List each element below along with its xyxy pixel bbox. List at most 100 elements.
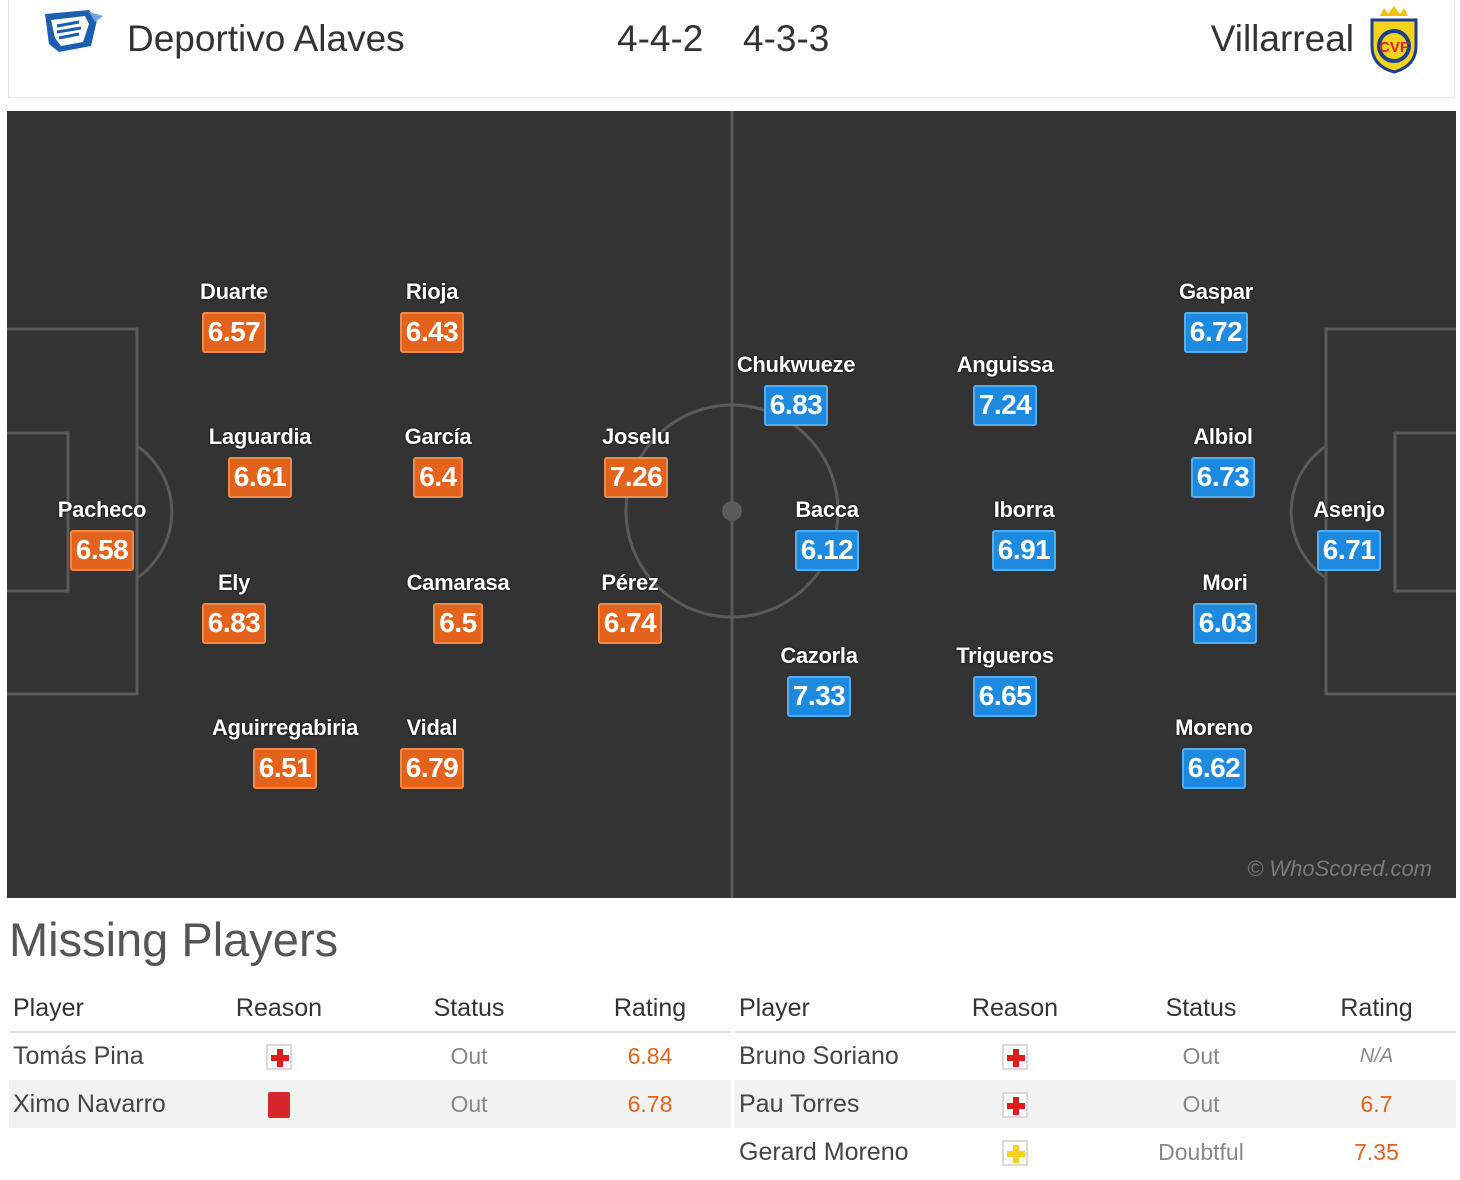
player-away-mori[interactable]: Mori 6.03 bbox=[1135, 570, 1315, 644]
table-row: Pau Torres Out 6.7 bbox=[735, 1080, 1456, 1128]
player-home-camarasa[interactable]: Camarasa 6.5 bbox=[368, 570, 548, 644]
status-cell: Out bbox=[1105, 1080, 1297, 1128]
player-rating: 6.71 bbox=[1316, 530, 1382, 571]
player-name: Aguirregabiria bbox=[211, 715, 359, 740]
player-name: Cazorla bbox=[780, 643, 858, 668]
player-link[interactable]: Tomás Pina bbox=[13, 1042, 144, 1070]
player-home-joselu[interactable]: Joselu 7.26 bbox=[546, 424, 726, 498]
status-cell: Out bbox=[450, 1043, 488, 1069]
player-away-iborra[interactable]: Iborra 6.91 bbox=[934, 497, 1114, 571]
player-rating: 6.03 bbox=[1192, 603, 1258, 644]
player-rating: 6.57 bbox=[201, 312, 267, 353]
player-name: Mori bbox=[1202, 570, 1248, 595]
table-row: Tomás Pina Out 6.84 bbox=[9, 1032, 731, 1080]
reason-cell bbox=[925, 1080, 1105, 1128]
doubtful-injury-icon[interactable] bbox=[1002, 1139, 1028, 1166]
table-row: Bruno Soriano Out N/A bbox=[735, 1032, 1456, 1080]
player-name: Vidal bbox=[406, 715, 458, 740]
column-header-player[interactable]: Player bbox=[735, 986, 925, 1033]
player-home-rioja[interactable]: Rioja 6.43 bbox=[342, 279, 522, 353]
player-home-pacheco[interactable]: Pacheco 6.58 bbox=[12, 497, 192, 571]
player-home-perez[interactable]: Pérez 6.74 bbox=[540, 570, 720, 644]
column-header-status[interactable]: Status bbox=[1105, 986, 1297, 1033]
player-link[interactable]: Bruno Soriano bbox=[739, 1042, 899, 1070]
rating-cell: 6.7 bbox=[1297, 1080, 1456, 1128]
player-name: Moreno bbox=[1175, 715, 1253, 740]
column-header-player[interactable]: Player bbox=[9, 986, 189, 1033]
table-row: Gerard Moreno Doubtful 7.35 bbox=[735, 1128, 1456, 1176]
player-away-cazorla[interactable]: Cazorla 7.33 bbox=[729, 643, 909, 717]
player-link[interactable]: Gerard Moreno bbox=[739, 1137, 909, 1166]
player-name: Joselu bbox=[602, 424, 670, 449]
rating-cell: 6.84 bbox=[627, 1043, 673, 1069]
player-name: Gaspar bbox=[1178, 279, 1254, 304]
svg-text:CVF: CVF bbox=[1379, 39, 1409, 56]
player-rating: 6.58 bbox=[69, 530, 135, 571]
player-home-vidal[interactable]: Vidal 6.79 bbox=[342, 715, 522, 789]
injury-icon[interactable] bbox=[266, 1044, 292, 1071]
player-name: Camarasa bbox=[406, 570, 510, 595]
red-card-icon[interactable] bbox=[268, 1091, 290, 1118]
rating-cell: N/A bbox=[1359, 1045, 1394, 1067]
player-rating: 6.83 bbox=[201, 603, 267, 644]
player-rating: 6.62 bbox=[1181, 748, 1247, 789]
player-rating: 6.51 bbox=[252, 748, 318, 789]
pitch: Pacheco 6.58 Duarte 6.57 Laguardia 6.61 … bbox=[7, 111, 1456, 898]
away-missing-table: Player Reason Status Rating Bruno Sorian… bbox=[735, 986, 1456, 1176]
home-formation: 4-4-2 bbox=[617, 18, 704, 59]
player-away-asenjo[interactable]: Asenjo 6.71 bbox=[1259, 497, 1439, 571]
villarreal-crest-icon[interactable]: CVF bbox=[1366, 6, 1422, 79]
player-away-bacca[interactable]: Bacca 6.12 bbox=[737, 497, 917, 571]
watermark: © WhoScored.com bbox=[1247, 856, 1432, 881]
player-home-duarte[interactable]: Duarte 6.57 bbox=[144, 279, 324, 353]
column-header-reason[interactable]: Reason bbox=[189, 986, 369, 1033]
home-team-name[interactable]: Deportivo Alaves bbox=[127, 18, 405, 59]
player-rating: 6.83 bbox=[763, 385, 829, 426]
player-name: Rioja bbox=[405, 279, 459, 304]
injury-icon[interactable] bbox=[1002, 1044, 1028, 1071]
player-name: García bbox=[404, 424, 472, 449]
column-header-rating[interactable]: Rating bbox=[569, 986, 731, 1033]
player-home-aguirregabiria[interactable]: Aguirregabiria 6.51 bbox=[195, 715, 375, 789]
player-away-anguissa[interactable]: Anguissa 7.24 bbox=[915, 352, 1095, 426]
away-formation: 4-3-3 bbox=[743, 18, 830, 59]
status-cell: Out bbox=[1182, 1043, 1220, 1069]
alaves-crest-icon[interactable] bbox=[39, 6, 105, 63]
player-rating: 6.65 bbox=[972, 676, 1038, 717]
player-rating: 6.91 bbox=[991, 530, 1057, 571]
injury-icon[interactable] bbox=[1002, 1091, 1028, 1118]
player-away-chukwueze[interactable]: Chukwueze 6.83 bbox=[706, 352, 886, 426]
player-rating: 6.73 bbox=[1190, 457, 1256, 498]
table-row: Ximo Navarro Out 6.78 bbox=[9, 1080, 731, 1128]
player-rating: 6.4 bbox=[413, 457, 463, 498]
reason-cell bbox=[189, 1080, 369, 1128]
player-away-gaspar[interactable]: Gaspar 6.72 bbox=[1126, 279, 1306, 353]
player-link[interactable]: Ximo Navarro bbox=[9, 1080, 189, 1128]
player-name: Duarte bbox=[200, 279, 268, 304]
column-header-rating[interactable]: Rating bbox=[1297, 986, 1456, 1033]
player-name: Pacheco bbox=[57, 497, 147, 522]
rating-cell: 7.35 bbox=[1354, 1138, 1399, 1165]
away-team-name[interactable]: Villarreal bbox=[1210, 18, 1354, 59]
player-name: Iborra bbox=[993, 497, 1055, 522]
column-header-status[interactable]: Status bbox=[369, 986, 569, 1033]
player-home-laguardia[interactable]: Laguardia 6.61 bbox=[170, 424, 350, 498]
player-away-albiol[interactable]: Albiol 6.73 bbox=[1133, 424, 1313, 498]
pitch-lines bbox=[7, 111, 1456, 898]
player-name: Anguissa bbox=[956, 352, 1054, 377]
player-home-garcia[interactable]: García 6.4 bbox=[348, 424, 528, 498]
column-header-reason[interactable]: Reason bbox=[925, 986, 1105, 1033]
rating-cell: 6.78 bbox=[569, 1080, 731, 1128]
player-rating: 6.5 bbox=[433, 603, 483, 644]
player-name: Bacca bbox=[795, 497, 859, 522]
player-away-trigueros[interactable]: Trigueros 6.65 bbox=[915, 643, 1095, 717]
reason-cell bbox=[925, 1032, 1105, 1080]
home-missing-table: Player Reason Status Rating Tomás Pina O… bbox=[9, 986, 731, 1128]
player-name: Trigueros bbox=[956, 643, 1054, 668]
player-home-ely[interactable]: Ely 6.83 bbox=[144, 570, 324, 644]
player-away-moreno[interactable]: Moreno 6.62 bbox=[1124, 715, 1304, 789]
player-rating: 6.12 bbox=[794, 530, 860, 571]
status-cell: Out bbox=[369, 1080, 569, 1128]
player-link[interactable]: Pau Torres bbox=[735, 1080, 925, 1128]
player-name: Chukwueze bbox=[736, 352, 856, 377]
